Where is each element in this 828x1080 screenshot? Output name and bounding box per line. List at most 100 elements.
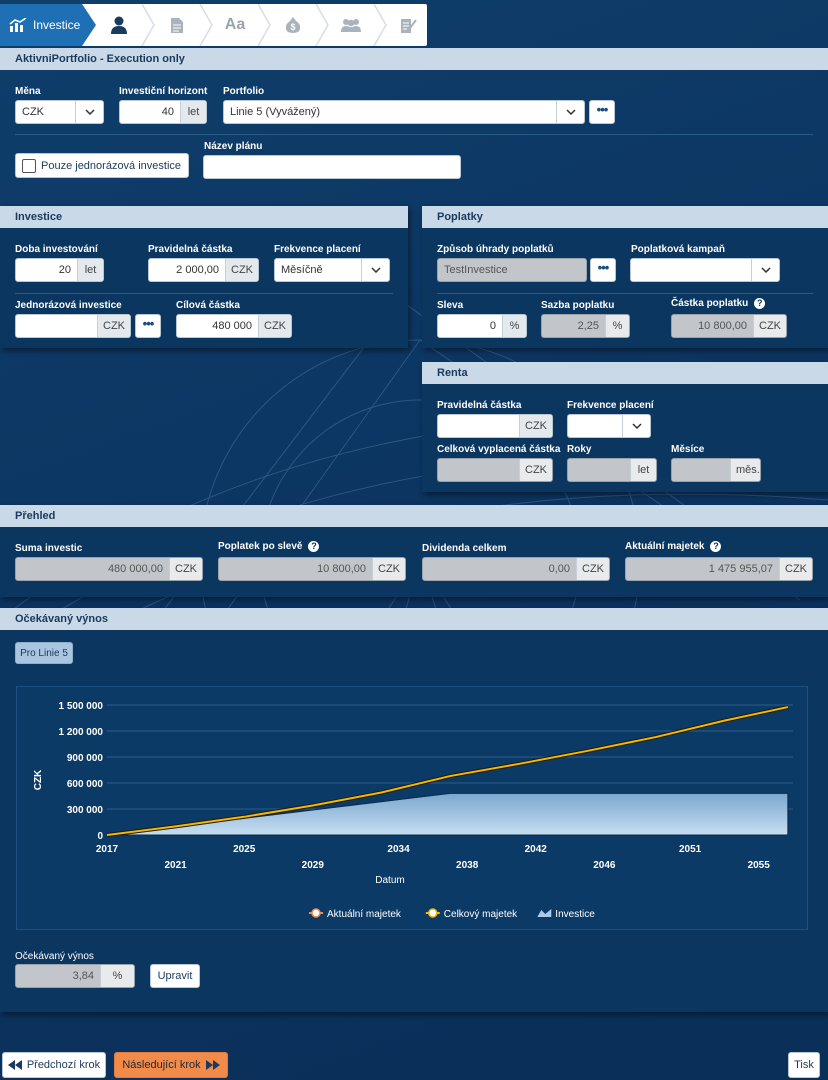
step-group[interactable] [330,4,372,46]
castka-poplatku-unit: CZK [753,315,786,337]
ocekavany-label: Očekávaný výnos [15,951,94,962]
renta-pravidelna-input[interactable]: CZK [437,414,553,438]
x-tick-label: 2046 [593,860,616,871]
upravit-button[interactable]: Upravit [150,964,200,988]
print-button[interactable]: Tisk [788,1052,820,1078]
x-tick-label: 2055 [748,860,771,871]
sign-document-icon [400,18,417,33]
prev-step-label: Předchozí krok [26,1059,101,1071]
document-icon [171,17,183,33]
legend-swatch-marker [311,908,321,918]
double-arrow-right-icon [205,1060,220,1070]
step-separator [315,4,329,46]
x-tick-label: 2017 [96,844,119,855]
nazev-input[interactable] [203,155,461,179]
mena-value: CZK [22,106,44,118]
tab-pro-linie[interactable]: Pro Linie 5 [15,642,73,664]
y-axis-label: CZK [33,769,44,790]
roky-unit: let [630,459,656,481]
sazba-value: 2,25 [577,320,599,332]
horizont-label: Investiční horizont [119,86,208,97]
x-tick-label: 2038 [456,860,479,871]
nazev-value [204,156,460,178]
frekvence-label: Frekvence placení [274,244,361,255]
x-tick-label: 2042 [525,844,548,855]
nazev-label: Název plánu [204,141,263,152]
help-icon[interactable]: ? [754,298,766,309]
poplatek-label: Poplatek po slevě? [218,541,320,552]
legend-swatch-area [537,909,552,917]
celkova-unit: CZK [519,459,552,481]
sazba-label: Sazba poplatku [541,300,615,311]
vynos-title: Očekávaný výnos [0,608,828,630]
svg-text:$: $ [290,22,295,32]
chevron-down-icon [622,415,650,437]
poplatek-unit: CZK [372,558,405,580]
y-tick-label: 600 000 [67,779,104,790]
cilova-input[interactable]: 480 000 CZK [176,314,292,338]
legend-item: Investice [537,909,595,920]
doba-unit: let [77,259,103,281]
pravidelna-input[interactable]: 2 000,00 CZK [148,258,259,282]
money-icon: $ [285,17,301,33]
y-tick-label: 900 000 [67,753,104,764]
pravidelna-value: 2 000,00 [176,264,219,276]
next-step-label: Následující krok [122,1059,201,1071]
divider [437,293,813,294]
castka-poplatku-text: Částka poplatku [671,298,749,309]
dividenda-value: 0,00 [548,563,570,575]
text-icon: Aa [224,16,246,33]
jednorazova-input[interactable]: CZK [15,314,131,338]
suma-value: 480 000,00 [107,563,163,575]
step-separator [373,4,387,46]
renta-title: Renta [422,362,828,384]
renta-frekvence-select[interactable] [567,414,651,438]
next-step-button[interactable]: Následující krok [114,1052,228,1078]
legend-item: Aktuální majetek [309,908,402,920]
page-title: AktivniPortfolio - Execution only [0,48,828,70]
horizont-input[interactable]: 40 let [119,100,207,124]
mesice-label: Měsíce [671,444,705,455]
zpusob-more-button[interactable]: ••• [590,258,616,282]
step-documents[interactable] [156,4,198,46]
chart-icon [9,18,27,32]
celkova-input: CZK [437,458,553,482]
jednorazova-checkbox[interactable]: Pouze jednorázová investice [15,153,189,178]
investice-title: Investice [0,206,408,228]
renta-pravidelna-unit: CZK [519,415,552,437]
castka-poplatku-input: 10 800,00 CZK [671,314,787,338]
help-icon[interactable]: ? [710,541,722,552]
sleva-input[interactable]: 0 % [437,314,527,338]
doba-label: Doba investování [15,244,98,255]
prev-step-button[interactable]: Předchozí krok [2,1052,106,1078]
doba-input[interactable]: 20 let [15,258,104,282]
frekvence-select[interactable]: Měsíčně [274,258,390,282]
step-money[interactable]: $ [272,4,314,46]
chevron-down-icon [361,259,389,281]
portfolio-more-button[interactable]: ••• [589,100,615,124]
poplatek-input: 10 800,00 CZK [218,557,406,581]
zpusob-label: Způsob úhrady poplatků [437,244,554,255]
legend-label: Celkový majetek [444,909,518,920]
ocekavany-input: 3,84 % [15,964,135,988]
sleva-value: 0 [489,320,496,332]
prehled-panel: Přehled [0,505,828,597]
portfolio-select[interactable]: Linie 5 (Vyvážený) [223,100,585,124]
mena-select[interactable]: CZK [15,100,104,124]
kampan-select[interactable] [630,258,780,282]
dividenda-input: 0,00 CZK [422,557,610,581]
ocekavany-value: 3,84 [72,970,94,982]
help-icon[interactable]: ? [308,541,320,552]
series-investice-area [106,792,789,836]
step-sign[interactable] [388,4,427,46]
portfolio-section: AktivniPortfolio - Execution only [0,48,828,198]
majetek-input: 1 475 955,07 CZK [625,557,813,581]
x-tick-label: 2021 [164,860,187,871]
step-investice[interactable]: Investice [0,4,96,46]
step-client[interactable] [98,4,140,46]
horizont-unit: let [180,101,206,123]
step-text[interactable]: Aa [214,4,256,46]
jednorazova-more-button[interactable]: ••• [135,314,161,338]
chart-container: 0 300 000 600 000 900 000 1 200 000 1 500 000… [16,686,808,930]
checkbox-box[interactable] [22,158,36,173]
